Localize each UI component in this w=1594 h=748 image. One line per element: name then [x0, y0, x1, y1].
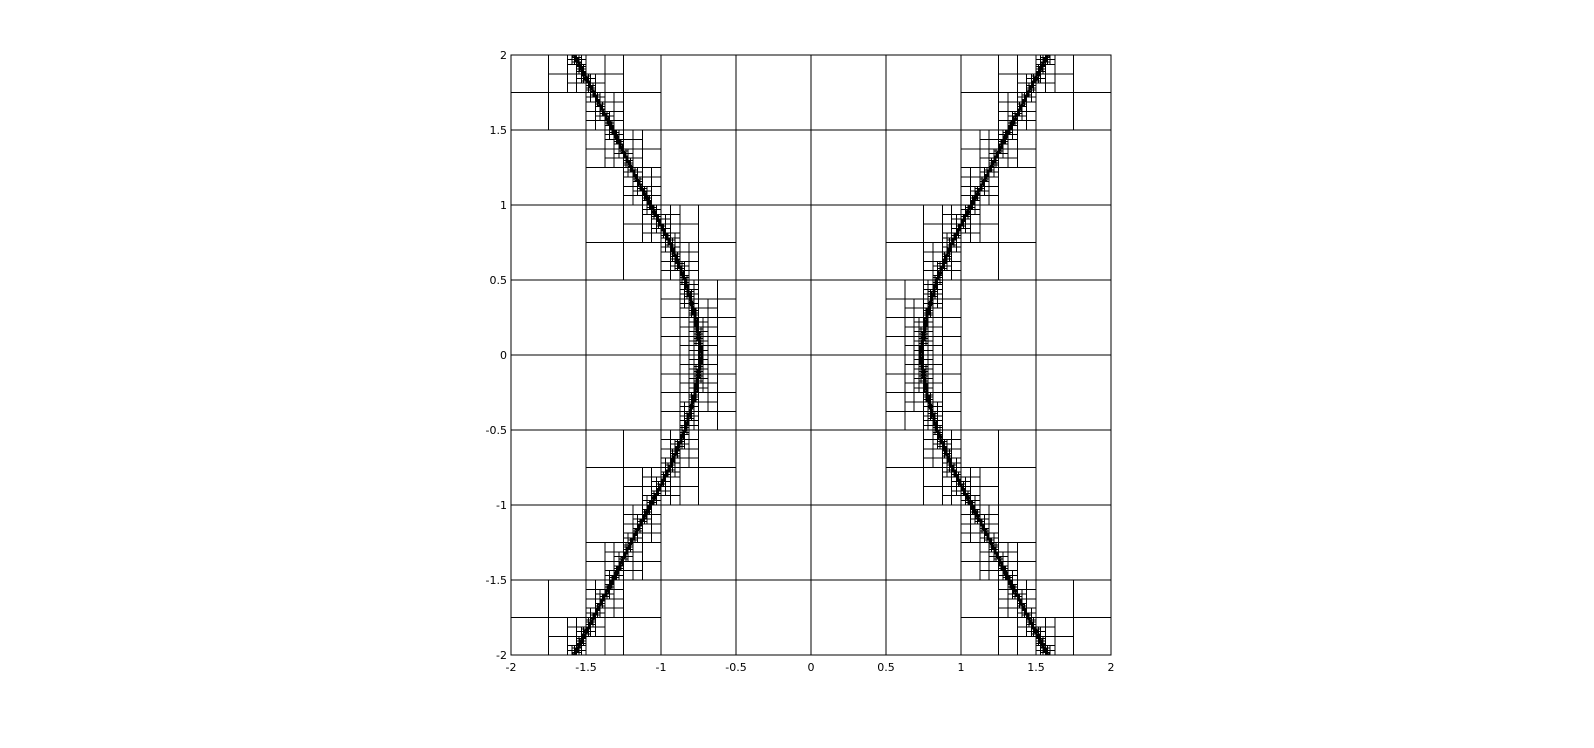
- mesh-cells: [510, 54, 1112, 656]
- plot-area: [510, 54, 1112, 656]
